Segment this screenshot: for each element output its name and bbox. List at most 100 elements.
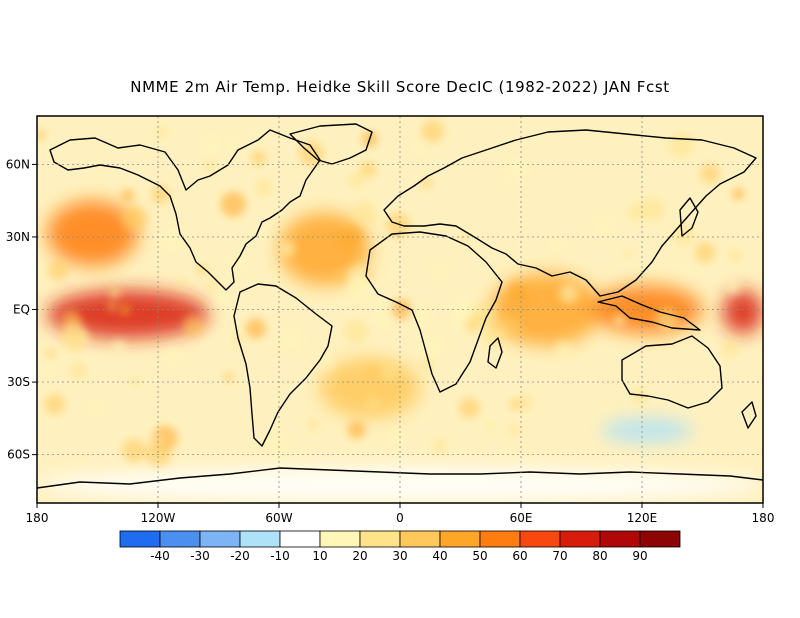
skill-spot (48, 260, 69, 281)
colorbar-label: 50 (472, 549, 487, 563)
skill-spot (118, 303, 131, 316)
y-axis: 60N 30N EQ 30S 60S (6, 157, 37, 462)
colorbar-swatch (359, 530, 401, 548)
skill-spot (204, 159, 217, 173)
y-tick-label: EQ (13, 303, 30, 317)
skill-spot (145, 440, 172, 467)
north-america-coastline (49, 129, 321, 291)
x-tick-label: 180 (26, 511, 49, 525)
skill-spot (480, 415, 494, 429)
skill-spot (449, 297, 476, 324)
colorbar-swatch (439, 530, 481, 548)
skill-spot (492, 320, 502, 331)
skill-spot (623, 249, 633, 259)
x-tick-label: 60E (510, 511, 533, 525)
skill-region-2 (47, 200, 138, 266)
skill-spot (509, 398, 521, 410)
colorbar-swatch (639, 530, 681, 548)
skill-spot (694, 242, 716, 263)
skill-spot (232, 334, 243, 345)
skill-spot (61, 326, 87, 353)
skill-spot (559, 284, 579, 304)
skill-spot (162, 345, 182, 365)
y-tick-label: 60S (7, 448, 30, 462)
skill-spot (108, 286, 121, 299)
x-axis: 180 120W 60W 0 60E 120E 180 (26, 503, 775, 525)
skill-spot (107, 301, 117, 312)
skill-spot (196, 264, 207, 276)
skill-spot (504, 159, 528, 183)
skill-spot (368, 366, 381, 379)
map-title: NMME 2m Air Temp. Heidke Skill Score Dec… (130, 78, 670, 96)
colorbar-label: -30 (190, 549, 210, 563)
skill-region-7 (601, 418, 693, 443)
skill-spot (606, 405, 615, 415)
skill-spot (387, 429, 405, 447)
colorbar-label: 70 (552, 549, 567, 563)
colorbar-swatch (519, 530, 561, 548)
skill-spot (201, 134, 223, 156)
x-tick-label: 180 (752, 511, 775, 525)
skill-spot (266, 434, 288, 457)
skill-spot (721, 340, 739, 357)
skill-spot (182, 315, 204, 337)
madagascar-coastline (487, 337, 503, 369)
skill-spot (220, 191, 246, 218)
skill-spot (122, 438, 146, 463)
skill-spot (640, 197, 666, 222)
skill-spot (223, 372, 234, 383)
skill-spot (421, 178, 433, 189)
skill-spot (339, 223, 363, 248)
skill-spot (352, 200, 378, 226)
skill-spot (358, 167, 369, 178)
skill-spot (432, 439, 447, 454)
colorbar-label: 20 (352, 549, 367, 563)
skill-spot (227, 253, 249, 274)
skill-spot (347, 264, 370, 287)
skill-spot (457, 233, 468, 244)
skill-spot (121, 189, 135, 202)
skill-spot (44, 393, 65, 415)
new-zealand-coastline (741, 401, 757, 429)
south-america-coastline (233, 283, 333, 447)
skill-spot (728, 248, 743, 263)
skill-spot (631, 388, 648, 405)
skill-spot (613, 314, 626, 326)
skill-spot (279, 327, 305, 353)
skill-spot (37, 128, 46, 142)
skill-spot (39, 367, 54, 382)
skill-spot (347, 172, 364, 189)
skill-spot (423, 335, 446, 358)
skill-spot (212, 291, 230, 309)
skill-spot (380, 364, 398, 382)
skill-region-1 (722, 290, 763, 334)
skill-spot (507, 281, 528, 302)
colorbar-swatch (319, 530, 361, 548)
skill-spot (207, 278, 220, 291)
skill-spot (433, 261, 449, 277)
skill-spot (592, 217, 614, 239)
skill-spot (668, 132, 694, 158)
colorbar-label: 90 (632, 549, 647, 563)
skill-spot (306, 418, 320, 432)
skill-spot (245, 318, 267, 339)
skill-spot (373, 308, 395, 331)
colorbar-label: 40 (432, 549, 447, 563)
skill-spot (471, 301, 496, 326)
y-tick-label: 30N (6, 230, 30, 244)
colorbar-label: 10 (312, 549, 327, 563)
skill-spot (151, 185, 170, 205)
colorbar-label: 60 (512, 549, 527, 563)
skill-spot (317, 353, 334, 371)
greenland-coastline (289, 123, 373, 165)
skill-spot (279, 240, 296, 257)
colorbar-label: 80 (592, 549, 607, 563)
colorbar-swatch (199, 530, 241, 548)
skill-spot (159, 229, 182, 251)
skill-spot (178, 278, 187, 287)
skill-spot (255, 179, 273, 197)
colorbar-swatch (559, 530, 601, 548)
skill-spot (506, 446, 518, 458)
skill-spot (508, 423, 521, 436)
skill-spot (121, 205, 147, 231)
